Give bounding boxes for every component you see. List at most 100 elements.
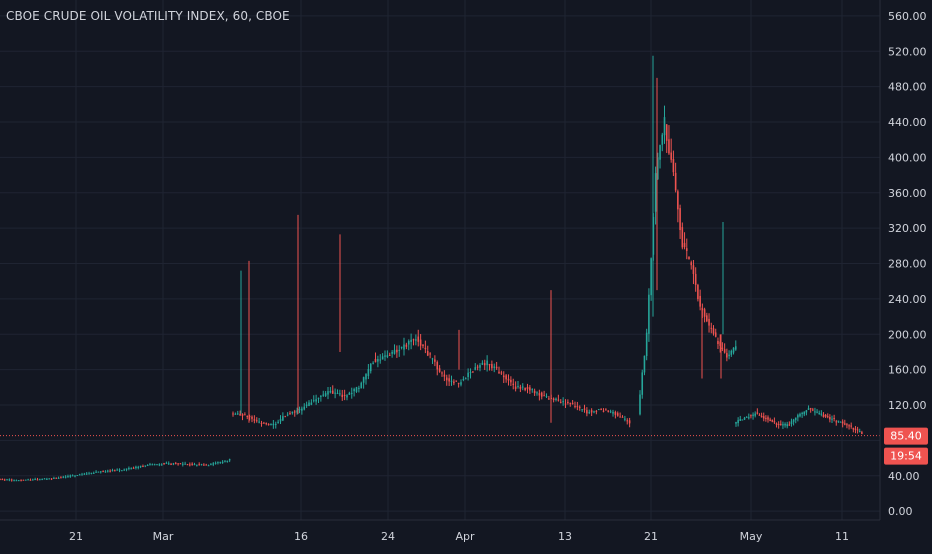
candle-body (814, 411, 816, 413)
candle-body (118, 469, 121, 471)
candle-body (196, 464, 198, 466)
candle-body (246, 416, 249, 418)
candle-body (531, 389, 534, 391)
candle-body (179, 463, 182, 465)
candle-body (331, 390, 334, 394)
candle-body (160, 464, 163, 466)
candle-body (762, 416, 765, 419)
candle-body (193, 464, 196, 466)
y-tick-label: 240.00 (888, 293, 927, 306)
candle-body (467, 372, 469, 377)
candle-body (723, 349, 726, 353)
candle-body (826, 416, 829, 418)
countdown-badge: 19:54 (884, 447, 928, 465)
candle-body (274, 423, 277, 426)
x-tick-label: Apr (455, 530, 475, 543)
candle-body (172, 463, 175, 465)
candle-body (593, 411, 595, 413)
candles (0, 55, 863, 482)
candle-body (581, 409, 583, 411)
candle-body (29, 479, 32, 481)
y-tick-label: 480.00 (888, 81, 927, 94)
candle-body (53, 477, 55, 479)
x-axis[interactable]: 21 Mar 16 24 Apr 13 21 May 11 (69, 530, 849, 543)
x-tick-label: 16 (294, 530, 308, 543)
candle-body (0, 479, 1, 481)
candle-body (158, 464, 161, 466)
candle-body (221, 461, 224, 463)
candle-body (236, 413, 239, 415)
y-tick-label: 200.00 (888, 328, 927, 341)
candle-body (659, 145, 661, 160)
candle-body (39, 479, 41, 481)
candle-body (36, 479, 39, 481)
candle-body (595, 410, 598, 412)
candle-body (384, 355, 386, 357)
candle-body (123, 469, 126, 471)
candle-body (374, 358, 377, 363)
y-tick-label: 0.00 (888, 505, 913, 518)
candle-body (839, 421, 842, 423)
candle-body (310, 402, 313, 405)
candle-body (794, 417, 797, 420)
candle-body (574, 406, 576, 408)
y-tick-label: 160.00 (888, 364, 927, 377)
candle-body (559, 401, 562, 403)
candle-body (597, 409, 600, 411)
candle-body (90, 472, 93, 474)
candle-body (756, 412, 759, 414)
candle-body (146, 465, 149, 467)
candle-body (298, 409, 301, 411)
candle-body (81, 474, 83, 476)
candle-body (346, 395, 348, 398)
x-tick-label: 21 (69, 530, 83, 543)
candle-body (191, 463, 193, 465)
candle-body (267, 424, 270, 426)
candle-body (393, 349, 396, 354)
candle-body (210, 464, 212, 466)
candle-body (57, 477, 60, 479)
candle-body (578, 406, 581, 408)
x-tick-label: 24 (381, 530, 395, 543)
candle-body (360, 382, 363, 389)
candle-body (170, 463, 172, 465)
candle-body (137, 466, 140, 468)
candle-body (583, 408, 586, 410)
candle-body (184, 463, 186, 465)
candle-body (22, 479, 25, 481)
candle-body (398, 349, 401, 351)
candle-body (719, 341, 721, 346)
candle-body (792, 419, 795, 422)
candle-body (214, 462, 217, 464)
candle-body (619, 416, 621, 418)
candle-body (429, 353, 431, 355)
candle-body (614, 411, 617, 415)
candle-body (104, 471, 107, 473)
candle-body (324, 393, 327, 396)
candle-body (32, 479, 34, 481)
candle-body (369, 363, 372, 372)
candle-body (609, 411, 612, 413)
candle-body (381, 356, 384, 360)
candle-body (291, 411, 294, 414)
candle-body (688, 256, 690, 260)
candle-body (737, 420, 739, 424)
candle-body (533, 390, 536, 394)
candle-body (654, 173, 657, 212)
candle-body (69, 475, 72, 477)
y-tick-label: 320.00 (888, 222, 927, 235)
candle-body (128, 467, 130, 469)
candle-body (743, 417, 746, 420)
candle-body (562, 401, 564, 403)
candle-body (472, 371, 474, 373)
candle-body (665, 124, 668, 141)
candle-body (426, 350, 429, 356)
candle-body (628, 420, 631, 424)
candle-body (367, 369, 370, 376)
candle-body (552, 398, 555, 401)
candle-body (212, 463, 215, 465)
candle-body (799, 413, 801, 417)
